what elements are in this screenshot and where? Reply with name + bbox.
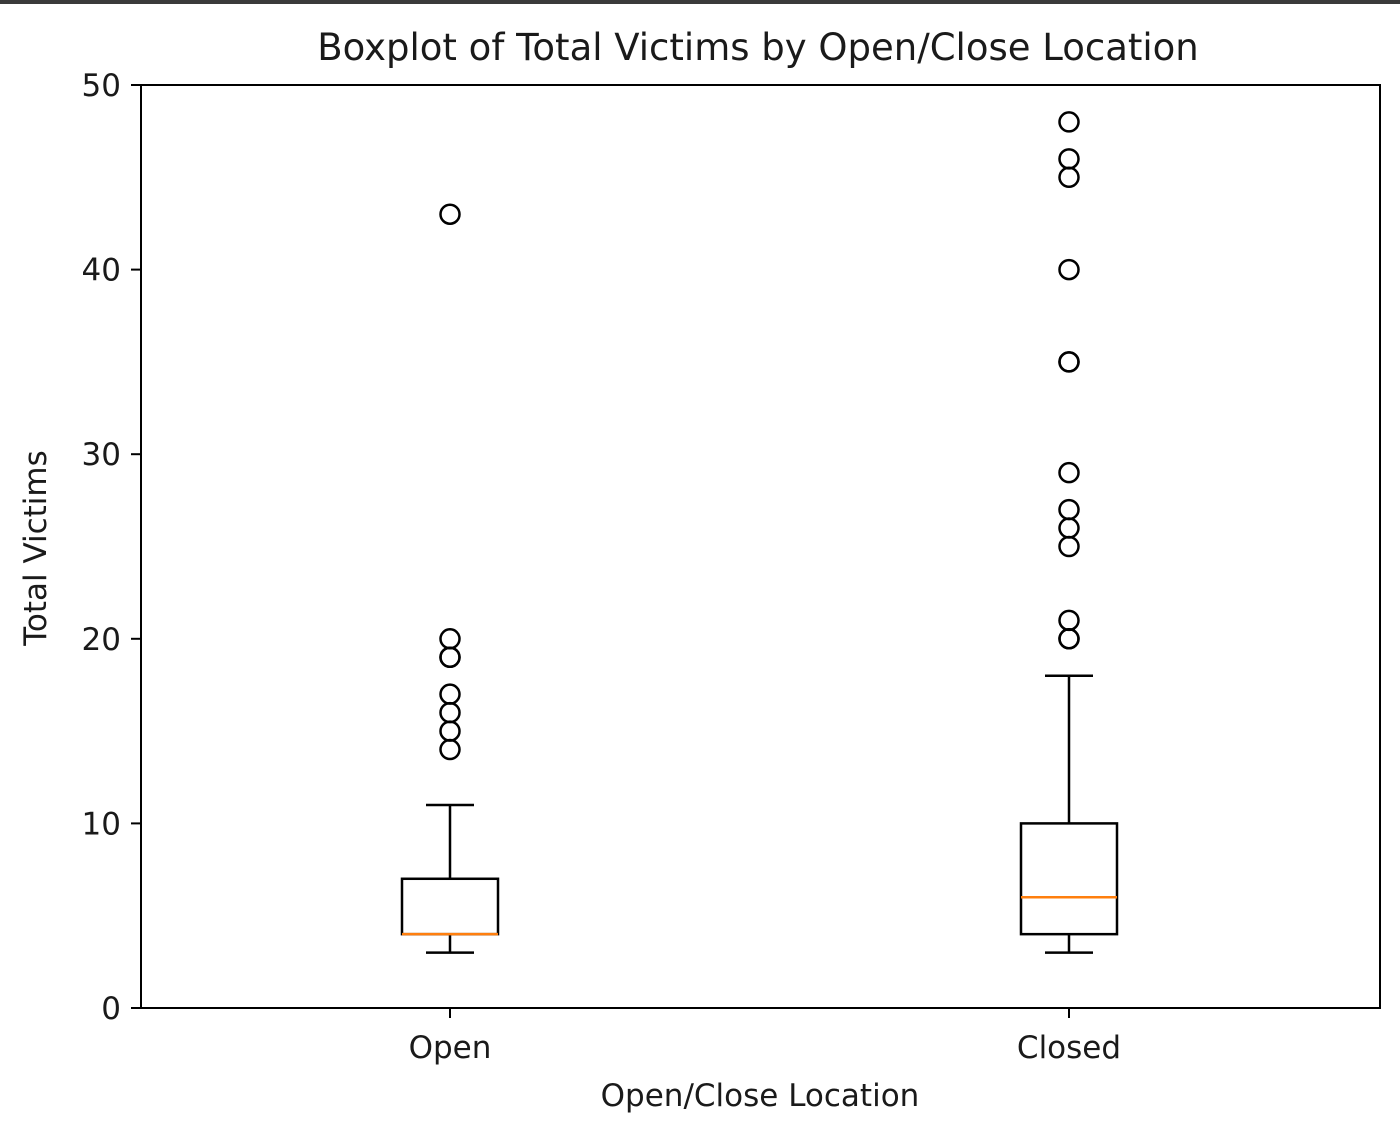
outlier-point (439, 720, 461, 742)
outlier-point (1058, 517, 1080, 539)
outlier-point (1058, 609, 1080, 632)
chart-title: Boxplot of Total Victims by Open/Close L… (317, 26, 1199, 69)
box-group-closed (1019, 111, 1119, 954)
x-tick-label: Open (409, 1030, 492, 1066)
y-tick-label: 40 (82, 253, 121, 289)
window-top-border (0, 0, 1400, 4)
iqr-box (1019, 822, 1119, 936)
y-tick-label: 50 (82, 68, 121, 104)
outlier-point (439, 701, 461, 724)
y-tick-label: 30 (82, 437, 121, 473)
y-axis-label: Total Victims (18, 450, 54, 647)
outlier-point (1058, 351, 1080, 373)
outlier-point (1058, 166, 1080, 189)
outlier-point (1058, 461, 1080, 484)
y-tick-label: 0 (101, 991, 121, 1027)
outlier-point (1058, 628, 1080, 650)
outlier-point (1058, 111, 1080, 133)
outlier-point (1058, 498, 1080, 521)
outlier-point (439, 738, 461, 761)
outlier-point (439, 203, 461, 225)
x-axis-label: Open/Close Location (601, 1078, 920, 1114)
plot-area (140, 84, 1381, 1009)
iqr-box (400, 877, 500, 936)
y-tick-label: 10 (82, 806, 121, 842)
outlier-point (439, 646, 461, 669)
outlier-point (439, 628, 461, 650)
x-axis: Open Closed (409, 1008, 1121, 1066)
y-axis: 0 10 20 30 40 50 (82, 68, 141, 1027)
y-tick-label: 20 (82, 622, 121, 658)
outlier-point (1058, 148, 1080, 170)
outlier-point (1058, 535, 1080, 558)
box-group-open (400, 203, 500, 954)
outlier-point (439, 683, 461, 705)
outlier-point (1058, 258, 1080, 281)
x-tick-label: Closed (1017, 1030, 1121, 1066)
boxes-layer (400, 111, 1119, 954)
